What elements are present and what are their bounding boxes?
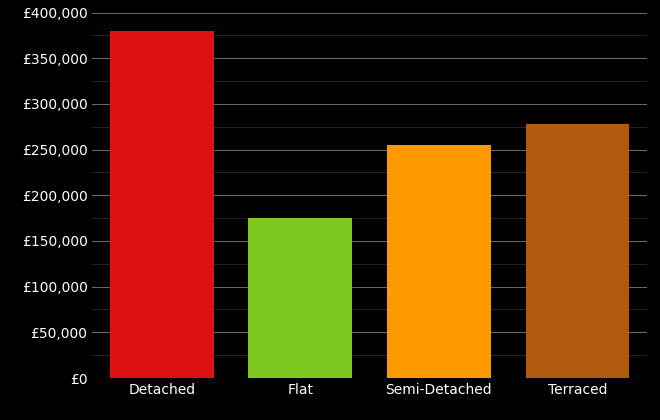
- Bar: [525, 124, 630, 378]
- Bar: [110, 31, 214, 378]
- Bar: [248, 218, 352, 378]
- Bar: [387, 145, 491, 378]
